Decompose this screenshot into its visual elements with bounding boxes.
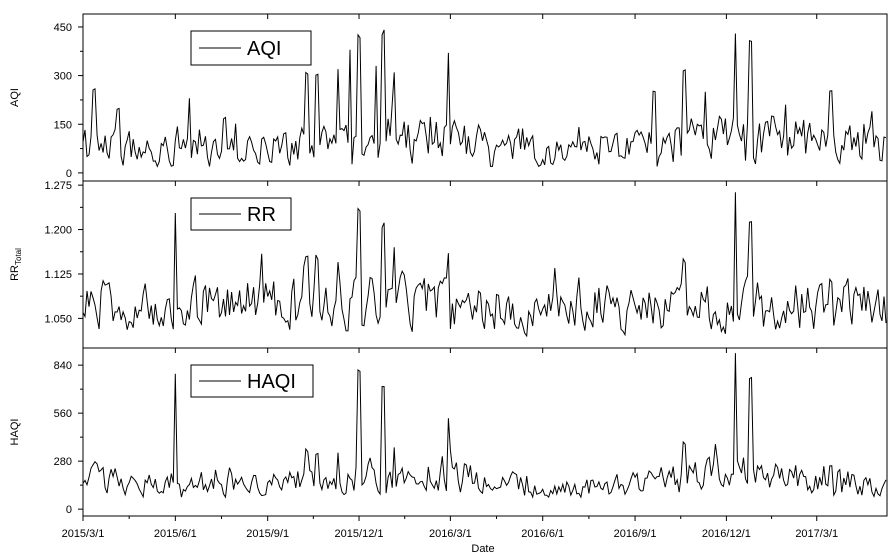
panel-aqi: 0 150 300 450 AQI AQI bbox=[9, 13, 888, 182]
panel-frame-haqi bbox=[82, 347, 888, 517]
x-tick-label: 2015/3/1 bbox=[62, 528, 105, 540]
panel-rr: 1.050 1.125 1.200 1.275 RRTotal RR bbox=[9, 180, 888, 349]
x-tick-label: 2015/12/1 bbox=[335, 528, 384, 540]
y-tick-label-aqi: 150 bbox=[54, 119, 72, 131]
y-tick-label-rr: 1.050 bbox=[44, 313, 72, 325]
chart-panels: 0150300450AQIAQI1.0501.1251.2001.275RRTo… bbox=[9, 13, 888, 517]
legend-label-rr: RR bbox=[247, 204, 276, 226]
x-tick-label: 2015/9/1 bbox=[246, 528, 289, 540]
x-axis-label: Date bbox=[471, 543, 494, 554]
y-tick-label-haqi: 280 bbox=[54, 456, 72, 468]
y-tick-label-haqi: 0 bbox=[66, 504, 72, 516]
y-axis-label-rr: RRTotal bbox=[9, 248, 23, 281]
series-line-rr bbox=[82, 192, 887, 338]
y-axis-label-haqi: HAQI bbox=[9, 419, 21, 446]
panel-haqi: 0 280 560 840 HAQI HAQI bbox=[9, 347, 888, 517]
x-axis: 2015/3/1 2015/6/1 2015/9/1 2015/12/1 2016/3/… bbox=[62, 516, 838, 540]
y-tick-label-rr: 1.275 bbox=[44, 180, 72, 192]
x-tick-label: 2015/6/1 bbox=[154, 528, 197, 540]
x-tick-label: 2016/12/1 bbox=[702, 528, 751, 540]
legend-rr: RR bbox=[190, 197, 292, 231]
y-tick-label-aqi: 0 bbox=[66, 168, 72, 180]
x-tick-label: 2016/3/1 bbox=[429, 528, 472, 540]
y-tick-label-haqi: 560 bbox=[54, 408, 72, 420]
legend-haqi: HAQI bbox=[190, 364, 314, 398]
legend-label-haqi: HAQI bbox=[247, 371, 296, 393]
legend-aqi: AQI bbox=[190, 30, 312, 66]
series-line-aqi bbox=[82, 29, 887, 168]
y-tick-label-aqi: 300 bbox=[54, 71, 72, 83]
series-line-haqi bbox=[82, 353, 887, 499]
y-tick-label-rr: 1.125 bbox=[44, 269, 72, 281]
y-tick-label-haqi: 840 bbox=[54, 360, 72, 372]
y-tick-label-rr: 1.200 bbox=[44, 225, 72, 237]
x-tick-label: 2016/6/1 bbox=[521, 528, 564, 540]
x-tick-label: 2017/3/1 bbox=[795, 528, 838, 540]
x-tick-label: 2016/9/1 bbox=[614, 528, 657, 540]
y-axis-label-aqi: AQI bbox=[9, 88, 21, 107]
legend-label-aqi: AQI bbox=[247, 38, 281, 60]
y-axis-label-subscript-rr: Total bbox=[14, 248, 23, 265]
y-tick-label-aqi: 450 bbox=[54, 22, 72, 34]
